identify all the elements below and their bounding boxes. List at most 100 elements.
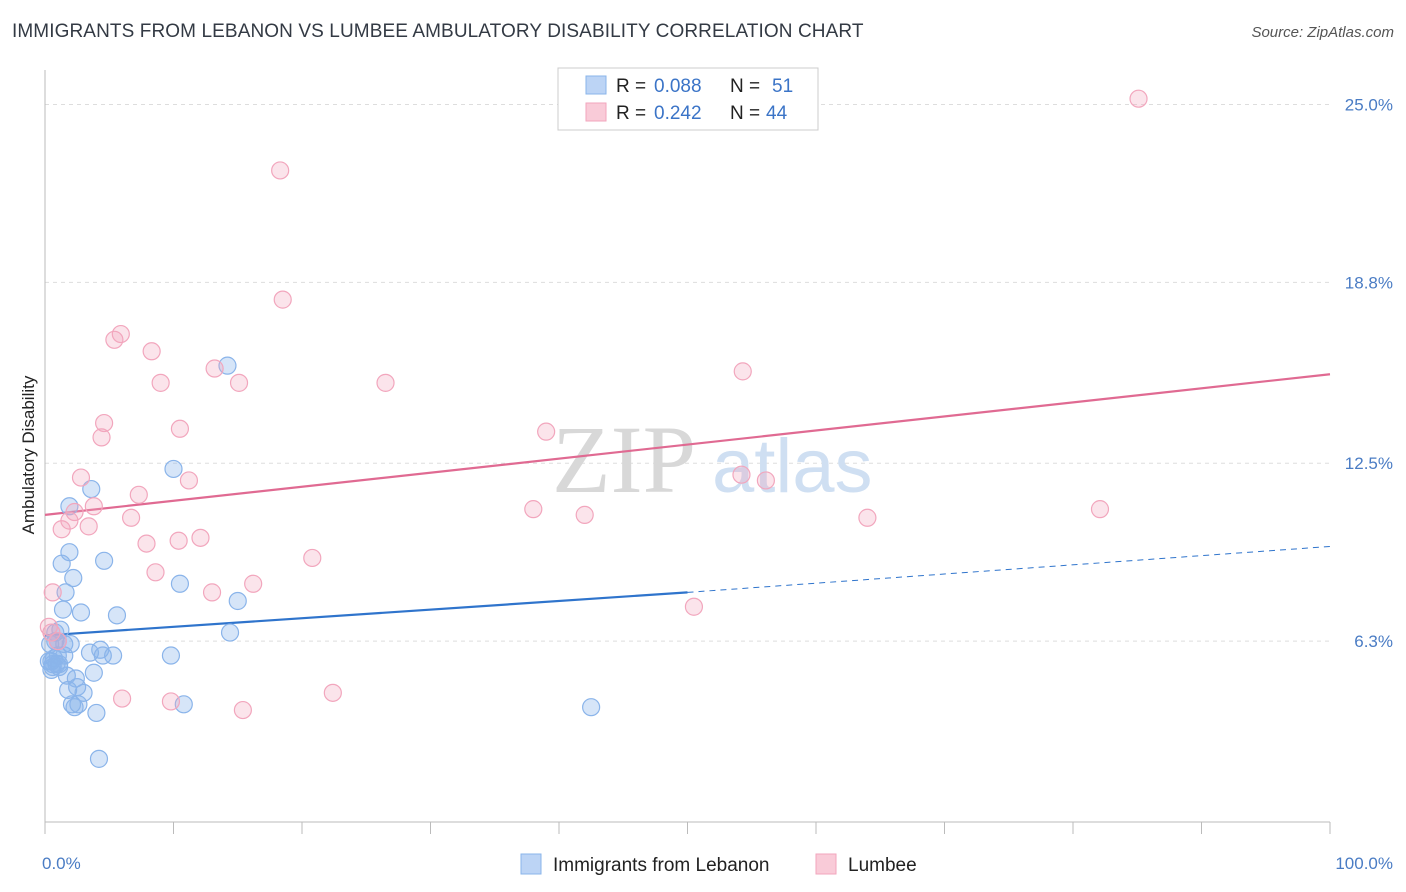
- point-lumbee-30: [244, 574, 263, 593]
- y-axis-label: Ambulatory Disability: [19, 375, 38, 534]
- point-lumbee-23: [170, 419, 190, 438]
- point-lebanon-34: [84, 663, 103, 682]
- legend-n-value-2: 44: [766, 103, 788, 124]
- point-lumbee-8: [79, 517, 98, 536]
- point-lumbee-33: [303, 548, 322, 568]
- point-lumbee-18: [142, 342, 161, 361]
- point-lumbee-27: [205, 359, 224, 378]
- point-lebanon-36: [89, 749, 109, 768]
- legend-r-label-2: R =: [616, 103, 646, 124]
- x-tick-label-0: 0.0%: [42, 854, 81, 873]
- point-lumbee-21: [161, 692, 181, 711]
- point-lumbee-34: [323, 683, 342, 702]
- bottom-legend-label-lumbee: Lumbee: [848, 855, 917, 876]
- point-lumbee-42: [756, 471, 775, 490]
- point-lebanon-44: [170, 574, 190, 593]
- point-lebanon-22: [60, 543, 79, 562]
- watermark-zip: ZIP: [552, 406, 696, 513]
- point-lebanon-41: [107, 606, 127, 625]
- point-lumbee-29: [233, 700, 252, 720]
- bottom-legend-label-lebanon: Immigrants from Lebanon: [553, 855, 770, 876]
- point-lumbee-41: [733, 362, 752, 381]
- point-lebanon-42: [161, 646, 181, 665]
- point-lumbee-15: [121, 508, 141, 527]
- source-label: Source: ZipAtlas.com: [1251, 24, 1394, 41]
- chart-title: IMMIGRANTS FROM LEBANON VS LUMBEE AMBULA…: [12, 21, 864, 42]
- point-lebanon-40: [104, 646, 123, 665]
- point-lumbee-32: [273, 290, 292, 309]
- point-lumbee-25: [191, 528, 210, 547]
- point-lebanon-29: [69, 695, 88, 714]
- point-lebanon-50: [43, 655, 62, 674]
- point-lebanon-15: [53, 600, 73, 619]
- point-lumbee-16: [129, 485, 148, 504]
- point-lebanon-49: [582, 698, 601, 717]
- point-lumbee-44: [1090, 500, 1110, 519]
- point-lumbee-2: [43, 583, 62, 602]
- legend-swatch-lebanon: [585, 75, 607, 95]
- point-lumbee-5: [60, 511, 79, 530]
- point-lumbee-43: [858, 508, 877, 527]
- point-lebanon-18: [56, 583, 75, 602]
- legend: R = 0.088 N = 51 R = 0.242 N = 44: [557, 67, 819, 131]
- point-lumbee-10: [92, 428, 111, 447]
- legend-r-value-1: 0.088: [654, 76, 702, 97]
- grid-lines: [45, 103, 1330, 642]
- legend-n-value-1: 51: [772, 76, 793, 97]
- point-lumbee-13: [111, 324, 130, 344]
- point-lebanon-31: [74, 683, 93, 702]
- y-tick-label-1: 12.5%: [1345, 454, 1393, 473]
- point-lumbee-36: [524, 500, 543, 519]
- point-lebanon-43: [164, 459, 183, 479]
- point-lumbee-6: [65, 502, 84, 522]
- point-lumbee-39: [684, 597, 704, 616]
- axes: [44, 70, 1331, 834]
- point-lumbee-37: [537, 422, 556, 441]
- y-tick-labels: 6.3% 12.5% 18.8% 25.0%: [1345, 95, 1393, 651]
- trend-line-lebanon: [44, 591, 688, 637]
- point-lumbee-20: [151, 373, 170, 392]
- legend-r-value-2: 0.242: [654, 103, 702, 124]
- legend-r-label-1: R =: [616, 76, 646, 97]
- point-lebanon-25: [64, 568, 83, 588]
- point-lumbee-9: [84, 497, 103, 516]
- y-tick-label-3: 25.0%: [1345, 95, 1393, 114]
- trend-line-lebanon-extension: [687, 545, 1331, 593]
- point-lumbee-28: [229, 373, 249, 392]
- point-lumbee-45: [1129, 89, 1148, 108]
- legend-n-label-1: N =: [730, 76, 760, 97]
- point-lumbee-38: [575, 505, 594, 524]
- point-lumbee-22: [169, 531, 188, 550]
- point-lumbee-35: [376, 373, 395, 392]
- point-lebanon-30: [71, 603, 91, 622]
- point-lebanon-35: [87, 703, 106, 723]
- data-points: [39, 89, 1148, 768]
- y-tick-label-2: 18.8%: [1345, 273, 1393, 292]
- point-lumbee-14: [112, 689, 132, 708]
- point-lumbee-17: [137, 534, 156, 553]
- y-tick-label-0: 6.3%: [1354, 632, 1393, 651]
- watermark-atlas: atlas: [712, 424, 873, 509]
- trend-lines: [44, 373, 1331, 637]
- point-lumbee-24: [179, 471, 199, 490]
- point-lebanon-21: [60, 497, 79, 516]
- legend-n-label-2: N =: [730, 103, 760, 124]
- x-tick-labels: 0.0% 100.0%: [42, 854, 1393, 873]
- point-lumbee-31: [271, 161, 290, 180]
- point-lebanon-24: [62, 695, 82, 714]
- point-lumbee-11: [95, 413, 114, 433]
- trend-line-lumbee: [44, 373, 1331, 516]
- point-lumbee-19: [146, 563, 165, 582]
- point-lumbee-40: [732, 465, 751, 484]
- bottom-legend: Immigrants from Lebanon Lumbee: [520, 853, 917, 876]
- point-lebanon-39: [95, 551, 114, 570]
- legend-swatch-lumbee: [585, 102, 607, 122]
- point-lebanon-47: [220, 623, 240, 642]
- bottom-legend-swatch-lumbee: [815, 853, 837, 875]
- bottom-legend-swatch-lebanon: [520, 853, 542, 875]
- x-tick-label-1: 100.0%: [1335, 854, 1393, 873]
- point-lebanon-48: [228, 591, 247, 611]
- point-lumbee-7: [71, 468, 91, 487]
- point-lumbee-3: [48, 632, 67, 651]
